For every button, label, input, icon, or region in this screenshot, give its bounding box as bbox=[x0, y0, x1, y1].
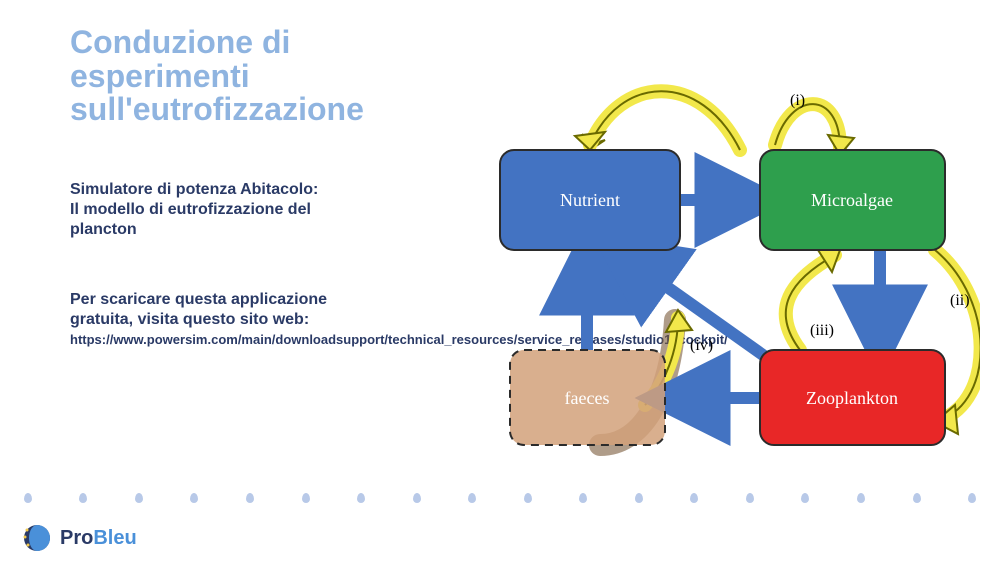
node-faeces: faeces bbox=[510, 350, 665, 445]
node-microalgae: Microalgae bbox=[760, 150, 945, 250]
decoration-dots bbox=[0, 493, 1000, 513]
slide-title: Conduzione di esperimenti sull'eutrofizz… bbox=[70, 26, 390, 127]
node-zooplankton: Zooplankton bbox=[760, 350, 945, 445]
svg-text:Microalgae: Microalgae bbox=[811, 190, 893, 210]
download-intro: Per scaricare questa applicazione gratui… bbox=[70, 291, 327, 328]
logo-word2: Bleu bbox=[93, 527, 136, 549]
globe-icon bbox=[20, 521, 54, 555]
logo-word1: Pro bbox=[60, 527, 93, 549]
node-nutrient: Nutrient bbox=[500, 150, 680, 250]
svg-text:Zooplankton: Zooplankton bbox=[806, 388, 898, 408]
svg-text:(ii): (ii) bbox=[950, 292, 970, 309]
download-text: Per scaricare questa applicazione gratui… bbox=[70, 290, 380, 350]
eutrophication-diagram: Nutrient Microalgae faeces Zooplankton (… bbox=[440, 50, 980, 470]
probleu-logo: ProBleu bbox=[20, 521, 137, 555]
svg-text:(iv): (iv) bbox=[690, 337, 713, 354]
subtitle: Simulatore di potenza Abitacolo:Il model… bbox=[70, 180, 380, 240]
svg-text:faeces: faeces bbox=[565, 388, 610, 408]
svg-text:Nutrient: Nutrient bbox=[560, 190, 620, 210]
svg-text:(iii): (iii) bbox=[810, 322, 834, 339]
svg-text:(i): (i) bbox=[790, 92, 805, 109]
